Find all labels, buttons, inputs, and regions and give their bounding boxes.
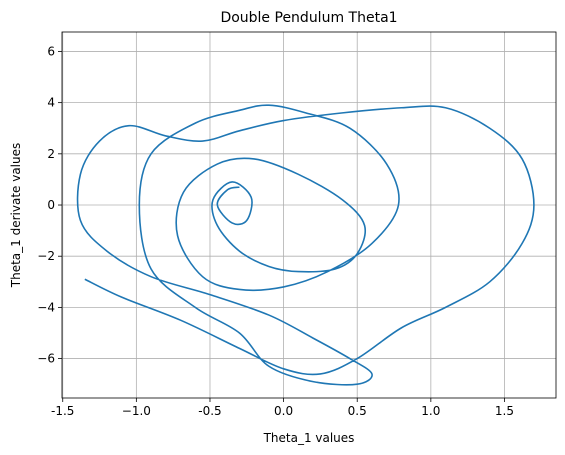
x-tick-label: −1.0 xyxy=(122,404,151,418)
x-tick-label: 1.0 xyxy=(421,404,440,418)
x-tick-label: 0.0 xyxy=(274,404,293,418)
chart-title: Double Pendulum Theta1 xyxy=(220,10,397,26)
x-tick-label: 0.5 xyxy=(348,404,367,418)
y-tick-label: 4 xyxy=(47,96,55,110)
x-tick-label: -1.5 xyxy=(51,404,74,418)
y-tick-label: 2 xyxy=(47,147,55,161)
line-series xyxy=(76,104,535,386)
x-tick-label: -0.5 xyxy=(198,404,221,418)
y-tick-label: 0 xyxy=(47,198,55,212)
y-tick-label: 6 xyxy=(47,44,55,58)
y-tick-label: −4 xyxy=(37,300,55,314)
y-axis-label: Theta_1 derivate values xyxy=(9,143,23,288)
y-tick-label: −6 xyxy=(37,352,55,366)
y-tick-label: −2 xyxy=(37,249,55,263)
x-tick-label: 1.5 xyxy=(495,404,514,418)
plot-frame xyxy=(61,31,557,399)
x-axis-label: Theta_1 values xyxy=(263,431,355,445)
